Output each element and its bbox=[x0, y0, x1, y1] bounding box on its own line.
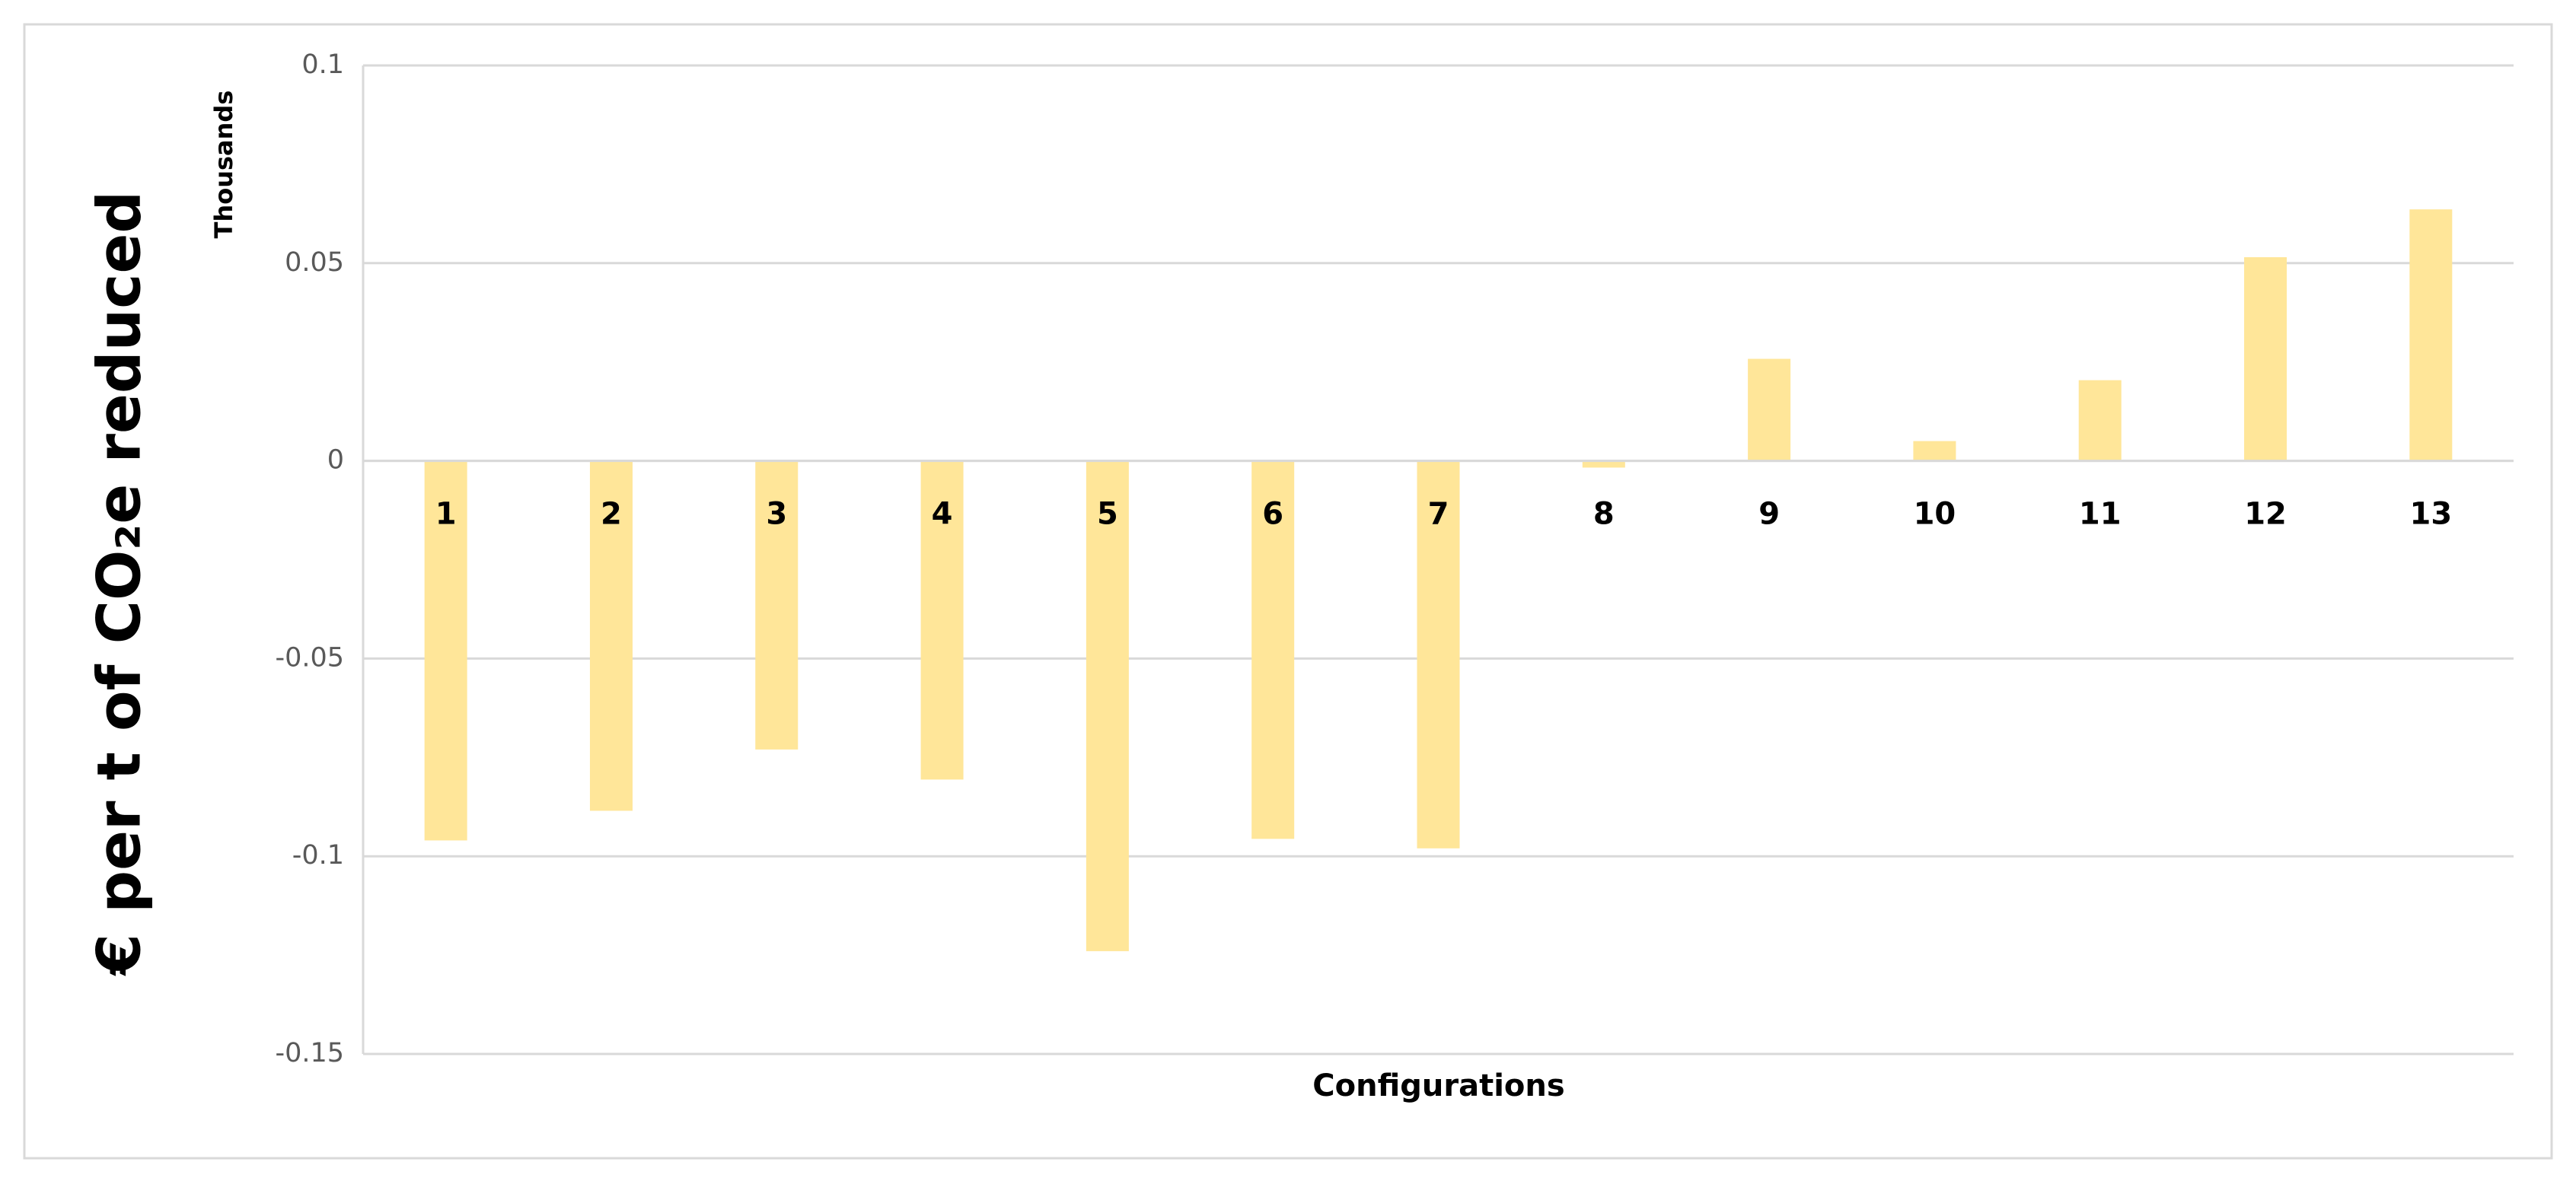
y-axis-title: € per t of CO₂e reduced bbox=[85, 191, 154, 976]
y-tick-label: 0.1 bbox=[301, 49, 344, 80]
y-tick-label: -0.15 bbox=[275, 1038, 344, 1068]
x-tick-label: 7 bbox=[1428, 497, 1449, 532]
y-tick-label: -0.1 bbox=[292, 840, 344, 871]
y-tick-label: 0 bbox=[327, 445, 344, 476]
x-tick-label: 12 bbox=[2244, 497, 2287, 532]
x-axis-title: Configurations bbox=[1312, 1068, 1564, 1103]
display-units: Thousands bbox=[209, 91, 238, 239]
bar bbox=[1582, 460, 1625, 468]
y-tick-label: 0.05 bbox=[285, 247, 344, 278]
x-tick-label: 11 bbox=[2079, 497, 2122, 532]
x-tick-label: 9 bbox=[1758, 497, 1780, 532]
y-tick-label: -0.05 bbox=[275, 642, 344, 673]
bar bbox=[1913, 441, 1956, 461]
bar bbox=[1086, 460, 1129, 951]
x-tick-label: 4 bbox=[932, 497, 953, 532]
x-tick-label: 3 bbox=[766, 497, 787, 532]
x-tick-label: 8 bbox=[1593, 497, 1615, 532]
bar bbox=[755, 460, 799, 750]
bar bbox=[2244, 257, 2287, 461]
x-tick-label: 10 bbox=[1914, 497, 1956, 532]
bar bbox=[920, 460, 964, 780]
bar bbox=[2078, 380, 2122, 461]
x-tick-label: 5 bbox=[1097, 497, 1118, 532]
bar bbox=[1251, 460, 1295, 839]
x-tick-label: 2 bbox=[601, 497, 622, 532]
x-tick-label: 6 bbox=[1262, 497, 1283, 532]
x-tick-label: 13 bbox=[2410, 497, 2453, 532]
bar bbox=[424, 460, 467, 841]
x-tick-label: 1 bbox=[435, 497, 457, 532]
bar bbox=[2409, 209, 2453, 461]
bar bbox=[1748, 358, 1791, 461]
bar bbox=[1417, 460, 1460, 848]
bar bbox=[589, 460, 633, 811]
